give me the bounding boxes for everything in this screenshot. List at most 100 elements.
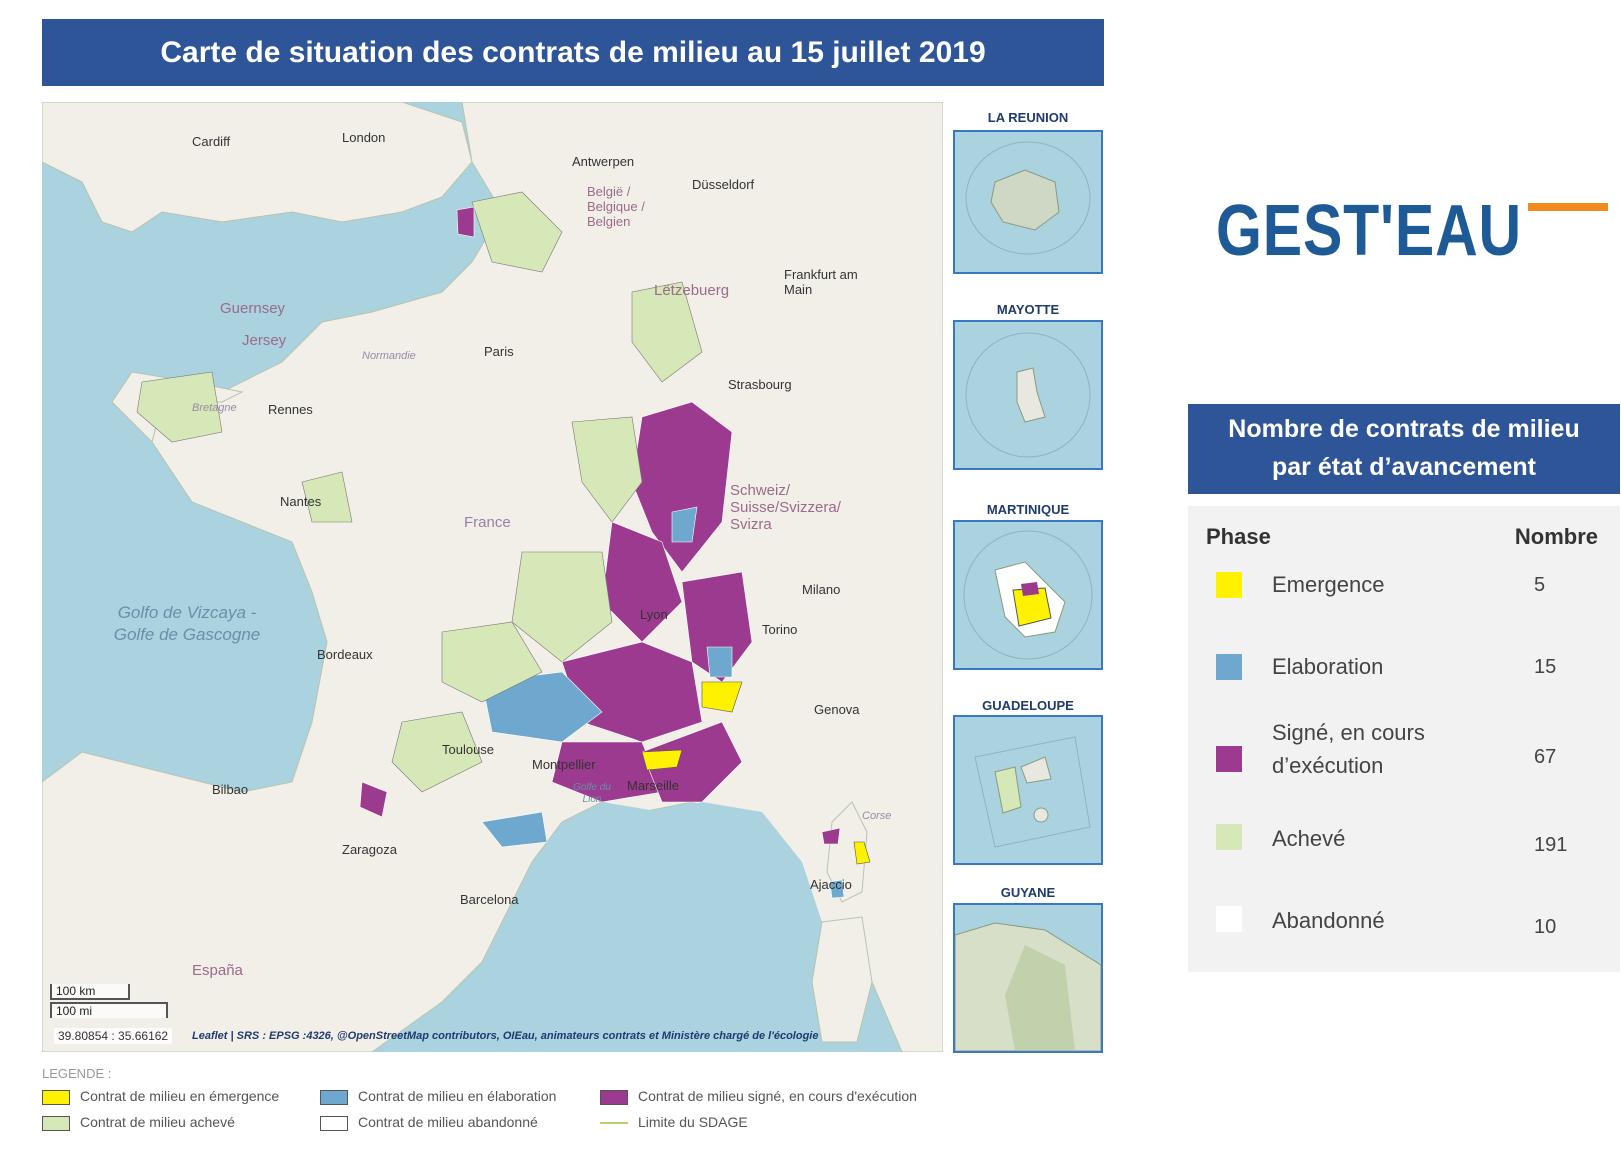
- label-montpellier: Montpellier: [532, 757, 596, 772]
- swatch-emergence: [1216, 572, 1242, 598]
- stats-header-phase: Phase: [1206, 524, 1271, 549]
- phase-emergence: Emergence: [1272, 572, 1385, 597]
- scale-km: 100 km: [50, 984, 130, 1000]
- label-jersey: Jersey: [242, 332, 287, 349]
- phase-acheve: Achevé: [1272, 826, 1346, 851]
- map-attribution: Leaflet | SRS : EPSG :4326, @OpenStreetM…: [192, 1030, 819, 1042]
- label-barcelona: Barcelona: [460, 892, 519, 907]
- stats-panel: Phase Nombre Emergence 5 Elaboration 15 …: [1188, 506, 1620, 972]
- legend-swatch-elaboration: [320, 1089, 348, 1105]
- legend-item-acheve: Contrat de milieu achevé: [42, 1114, 235, 1131]
- label-marseille: Marseille: [627, 778, 680, 793]
- stats-title-line1: Nombre de contrats de milieu: [1228, 415, 1580, 443]
- label-dusseldorf: Düsseldorf: [692, 177, 755, 192]
- inset-guadeloupe[interactable]: [953, 715, 1103, 865]
- nombre-signe: 67: [1534, 746, 1557, 768]
- legend-swatch-signe: [600, 1089, 628, 1105]
- phase-abandonne: Abandonné: [1272, 908, 1385, 933]
- logo-text: GEST'EAU: [1216, 191, 1523, 271]
- label-toulouse: Toulouse: [442, 742, 495, 757]
- label-rennes: Rennes: [268, 402, 313, 417]
- phase-signe: Signé, en cours d’exécution: [1272, 720, 1425, 778]
- label-bordeaux: Bordeaux: [317, 647, 373, 662]
- inset-reunion-map: [965, 141, 1091, 255]
- map-scale: 100 km 100 mi: [50, 984, 168, 1018]
- inset-label-guadeloupe: GUADELOUPE: [982, 698, 1074, 713]
- label-golfe-lion: Golfe du Lion: [573, 782, 611, 805]
- legend-title: LEGENDE :: [42, 1066, 112, 1081]
- legend-label-emergence: Contrat de milieu en émergence: [80, 1088, 280, 1104]
- legend-swatch-abandonne: [320, 1115, 348, 1131]
- inset-label-mayotte: MAYOTTE: [996, 302, 1060, 317]
- nombre-emergence: 5: [1534, 574, 1546, 596]
- legend-label-elaboration: Contrat de milieu en élaboration: [358, 1088, 557, 1104]
- label-lyon: Lyon: [640, 607, 668, 622]
- france-map[interactable]: London Cardiff Antwerpen België / Belgiq…: [42, 102, 943, 1052]
- nombre-elaboration: 15: [1534, 656, 1557, 678]
- label-genova: Genova: [814, 702, 860, 717]
- inset-guadeloupe-map: [974, 736, 1091, 848]
- legend-item-elaboration: Contrat de milieu en élaboration: [320, 1088, 556, 1105]
- map-legend: LEGENDE : Contrat de milieu en émergence…: [42, 1066, 962, 1146]
- label-torino: Torino: [762, 622, 798, 637]
- legend-swatch-emergence: [42, 1089, 70, 1105]
- phase-elaboration: Elaboration: [1272, 654, 1384, 679]
- nombre-abandonne: 10: [1534, 916, 1557, 938]
- inset-martinique-map: [963, 530, 1093, 660]
- legend-label-sdage: Limite du SDAGE: [638, 1114, 748, 1130]
- inset-martinique[interactable]: [953, 520, 1103, 670]
- label-frankfurt: Frankfurt am Main: [784, 267, 858, 297]
- label-bilbao: Bilbao: [212, 782, 249, 797]
- label-normandie: Normandie: [362, 350, 416, 362]
- label-nantes: Nantes: [280, 494, 322, 509]
- map-coordinates: 39.80854 : 35.66162: [54, 1028, 173, 1044]
- map-title: Carte de situation des contrats de milie…: [42, 19, 1104, 86]
- legend-swatch-acheve: [42, 1115, 70, 1131]
- label-corse: Corse: [862, 810, 892, 822]
- label-france: France: [464, 514, 511, 531]
- swatch-abandonne: [1216, 906, 1242, 932]
- label-strasbourg: Strasbourg: [728, 377, 792, 392]
- label-belgie: België / Belgique / Belgien: [587, 184, 645, 229]
- inset-reunion[interactable]: [953, 130, 1103, 274]
- legend-item-emergence: Contrat de milieu en émergence: [42, 1088, 279, 1105]
- legend-label-acheve: Contrat de milieu achevé: [80, 1114, 235, 1130]
- map-base: [42, 102, 943, 1052]
- nombre-acheve: 191: [1534, 834, 1568, 856]
- gesteau-logo: GEST'EAU: [1216, 195, 1616, 275]
- label-guernsey: Guernsey: [220, 300, 286, 317]
- legend-label-abandonne: Contrat de milieu abandonné: [358, 1114, 538, 1130]
- label-cardiff: Cardiff: [192, 134, 231, 149]
- inset-label-guyane: GUYANE: [1000, 885, 1056, 900]
- label-milano: Milano: [802, 582, 841, 597]
- legend-item-sdage: Limite du SDAGE: [600, 1114, 748, 1130]
- label-golfe-gascogne: Golfo de Vizcaya - Golfe de Gascogne: [113, 603, 261, 644]
- label-antwerpen: Antwerpen: [572, 154, 635, 169]
- legend-line-sdage: [600, 1122, 628, 1125]
- legend-label-signe: Contrat de milieu signé, en cours d'exéc…: [638, 1088, 917, 1104]
- label-zaragoza: Zaragoza: [342, 842, 397, 857]
- stats-title: Nombre de contrats de milieu par état d’…: [1188, 404, 1620, 494]
- label-letzebuerg: Lëtzebuerg: [654, 282, 730, 299]
- stats-title-line2: par état d’avancement: [1272, 453, 1536, 481]
- inset-guyane[interactable]: [953, 903, 1103, 1053]
- swatch-elaboration: [1216, 654, 1242, 680]
- legend-item-signe: Contrat de milieu signé, en cours d'exéc…: [600, 1088, 917, 1105]
- stats-header-nombre: Nombre: [1514, 524, 1598, 549]
- inset-label-martinique: MARTINIQUE: [986, 502, 1070, 517]
- label-ajaccio: Ajaccio: [810, 877, 852, 892]
- inset-guyane-map: [955, 922, 1101, 1051]
- swatch-signe: [1216, 746, 1242, 772]
- inset-mayotte-map: [965, 332, 1091, 458]
- logo-dash: [1528, 203, 1608, 211]
- label-suisse: Schweiz/ Suisse/Svizzera/ Svizra: [730, 482, 841, 533]
- swatch-acheve: [1216, 824, 1242, 850]
- inset-label-reunion: LA REUNION: [987, 110, 1069, 125]
- label-paris: Paris: [484, 344, 514, 359]
- legend-item-abandonne: Contrat de milieu abandonné: [320, 1114, 538, 1131]
- label-espana: España: [192, 962, 243, 979]
- label-london: London: [342, 130, 386, 145]
- scale-mi: 100 mi: [50, 1002, 168, 1018]
- inset-mayotte[interactable]: [953, 320, 1103, 470]
- label-bretagne: Bretagne: [192, 402, 237, 414]
